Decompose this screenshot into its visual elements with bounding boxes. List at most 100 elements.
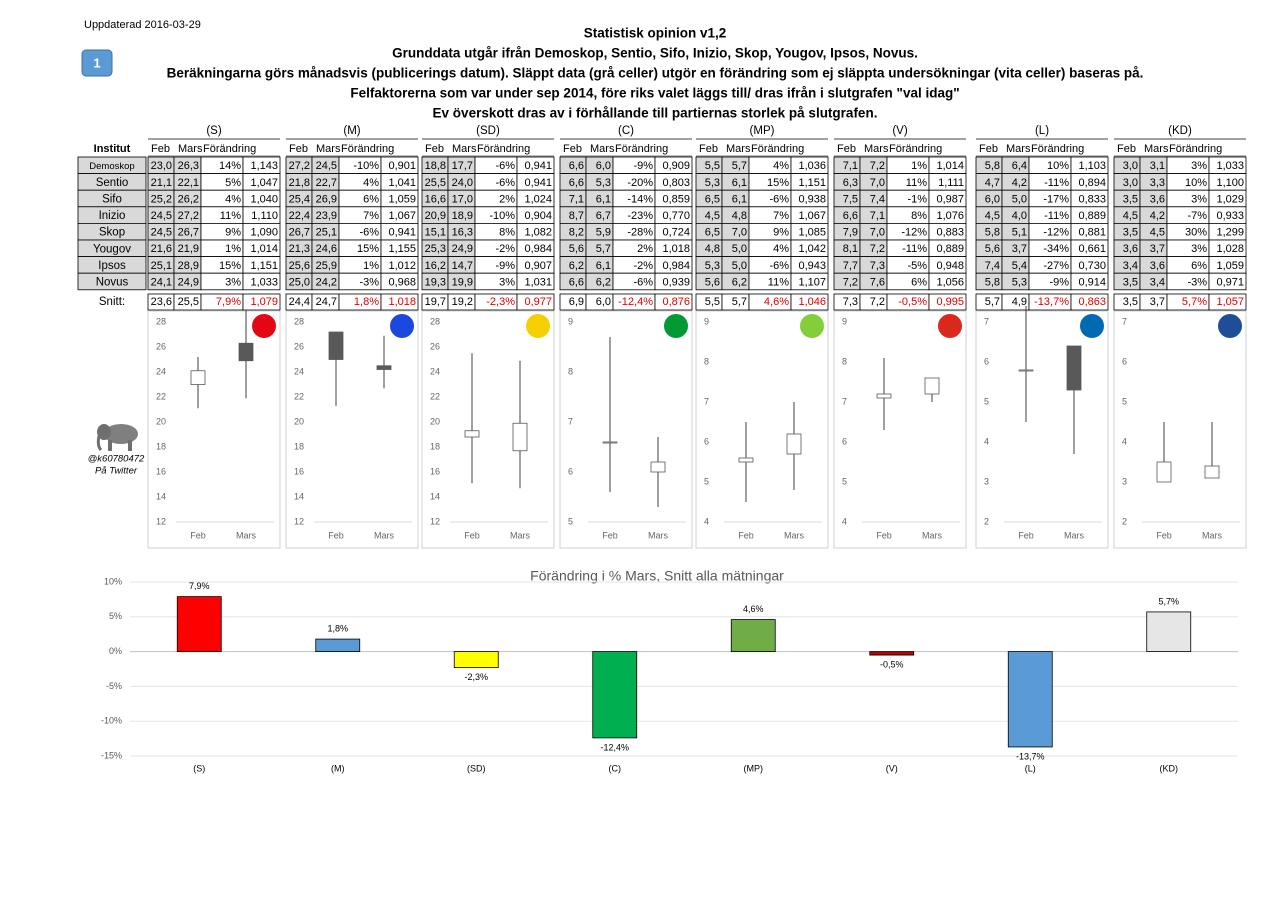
cell-value: 9% (773, 227, 789, 239)
cell-value: 0,901 (388, 160, 416, 172)
cell-value: 4,5 (1150, 227, 1165, 239)
column-header: Förändring (1031, 143, 1084, 155)
cell-value: 27,2 (178, 210, 199, 222)
mini-y-tick-label: 12 (156, 516, 166, 526)
mini-y-tick-label: 18 (430, 441, 440, 451)
column-header: Feb (1117, 143, 1136, 155)
mini-y-tick-label: 4 (1122, 436, 1127, 446)
snitt-value: 7,3 (843, 296, 858, 308)
cell-value: 7,2 (870, 160, 885, 172)
bar-value-label: 4,6% (743, 604, 764, 614)
cell-value: 0,938 (798, 193, 826, 205)
cell-value: -10% (353, 160, 379, 172)
mini-x-tick-label: Mars (922, 530, 942, 540)
snitt-value: 3,7 (1150, 296, 1165, 308)
institute-name: Sifo (102, 194, 122, 206)
cell-value: 6,2 (732, 276, 747, 288)
mini-x-tick-label: Feb (328, 530, 344, 540)
mini-y-tick-label: 7 (984, 316, 989, 326)
snitt-value: 6,9 (569, 296, 584, 308)
cell-value: 6,1 (596, 193, 611, 205)
cell-value: 7,0 (870, 227, 885, 239)
candle-body (1066, 345, 1082, 391)
snitt-value: -12,4% (618, 296, 653, 308)
cell-value: 7,3 (870, 260, 885, 272)
cell-value: 15% (219, 260, 241, 272)
mini-y-tick-label: 22 (156, 391, 166, 401)
mini-y-tick-label: 16 (430, 466, 440, 476)
mini-y-tick-label: 9 (842, 316, 847, 326)
cell-value: -20% (627, 177, 653, 189)
cell-value: -6% (633, 276, 653, 288)
mini-y-tick-label: 16 (294, 466, 304, 476)
mini-y-tick-label: 5 (1122, 396, 1127, 406)
bar-x-tick-label: (M) (331, 763, 345, 773)
cell-value: -12% (901, 227, 927, 239)
mini-y-tick-label: 24 (430, 366, 440, 376)
cell-value: 0,971 (1216, 276, 1244, 288)
cell-value: 3,6 (1150, 260, 1165, 272)
cell-value: 5,9 (596, 227, 611, 239)
bar-x-tick-label: (V) (886, 763, 898, 773)
bar-value-label: 7,9% (189, 581, 210, 591)
mini-y-tick-label: 20 (430, 416, 440, 426)
mini-y-tick-label: 4 (984, 436, 989, 446)
snitt-value: 4,6% (764, 296, 789, 308)
cell-value: 4% (773, 243, 789, 255)
institute-name: Ipsos (98, 260, 126, 272)
cell-value: 0,730 (1078, 260, 1106, 272)
candle-body (738, 457, 754, 463)
cell-value: 5,0 (732, 260, 747, 272)
cell-value: 3,4 (1123, 260, 1138, 272)
mini-y-tick-label: 14 (430, 491, 440, 501)
column-header: Feb (699, 143, 718, 155)
mini-y-tick-label: 22 (430, 391, 440, 401)
cell-value: 1,067 (388, 210, 416, 222)
candle-body (786, 433, 802, 455)
institute-cell (77, 272, 147, 291)
bar (592, 651, 638, 739)
cell-value: 1% (225, 243, 241, 255)
mini-y-tick-label: 6 (1122, 356, 1127, 366)
bar-value-label: -12,4% (600, 742, 629, 752)
cell-value: 11% (768, 276, 789, 288)
column-header: Mars (452, 143, 477, 155)
candle-body (1156, 461, 1172, 483)
cell-value: 19,9 (452, 276, 473, 288)
cell-value: 25,6 (289, 260, 310, 272)
snitt-cell (242, 293, 281, 311)
mini-y-tick-label: 18 (156, 441, 166, 451)
candle-body (376, 365, 392, 370)
bar (453, 651, 499, 669)
cell-value: 3% (225, 276, 241, 288)
mini-x-tick-label: Mars (374, 530, 394, 540)
mini-y-tick-label: 24 (156, 366, 166, 376)
bar-value-label: 1,8% (327, 623, 348, 633)
snitt-label: Snitt: (99, 296, 125, 308)
cell-value: 1,033 (250, 276, 278, 288)
cell-value: -11% (1044, 210, 1069, 222)
cell-value: 5,0 (732, 243, 747, 255)
snitt-value: -2,3% (486, 296, 515, 308)
cell-value: 0,894 (1078, 177, 1106, 189)
cell-value: 30% (1185, 227, 1207, 239)
cell-value: 1,059 (388, 193, 416, 205)
cell-value: -2% (495, 243, 515, 255)
cell-value: 24,5 (151, 227, 172, 239)
mini-x-tick-label: Feb (1156, 530, 1172, 540)
cell-value: 3,7 (1012, 243, 1027, 255)
cell-value: 1,059 (1216, 260, 1244, 272)
cell-value: 16,2 (425, 260, 446, 272)
cell-value: 5,0 (1012, 193, 1027, 205)
snitt-value: 0,977 (524, 296, 552, 308)
cell-value: -6% (495, 160, 515, 172)
snitt-value: 7,2 (870, 296, 885, 308)
cell-value: 7% (773, 210, 789, 222)
mini-y-tick-label: 8 (842, 356, 847, 366)
cell-value: 26,3 (178, 160, 199, 172)
bar-x-tick-label: (SD) (467, 763, 486, 773)
cell-value: 26,7 (178, 227, 199, 239)
cell-value: 3,7 (1150, 243, 1165, 255)
cell-value: 4% (225, 193, 241, 205)
cell-value: 7,2 (870, 243, 885, 255)
